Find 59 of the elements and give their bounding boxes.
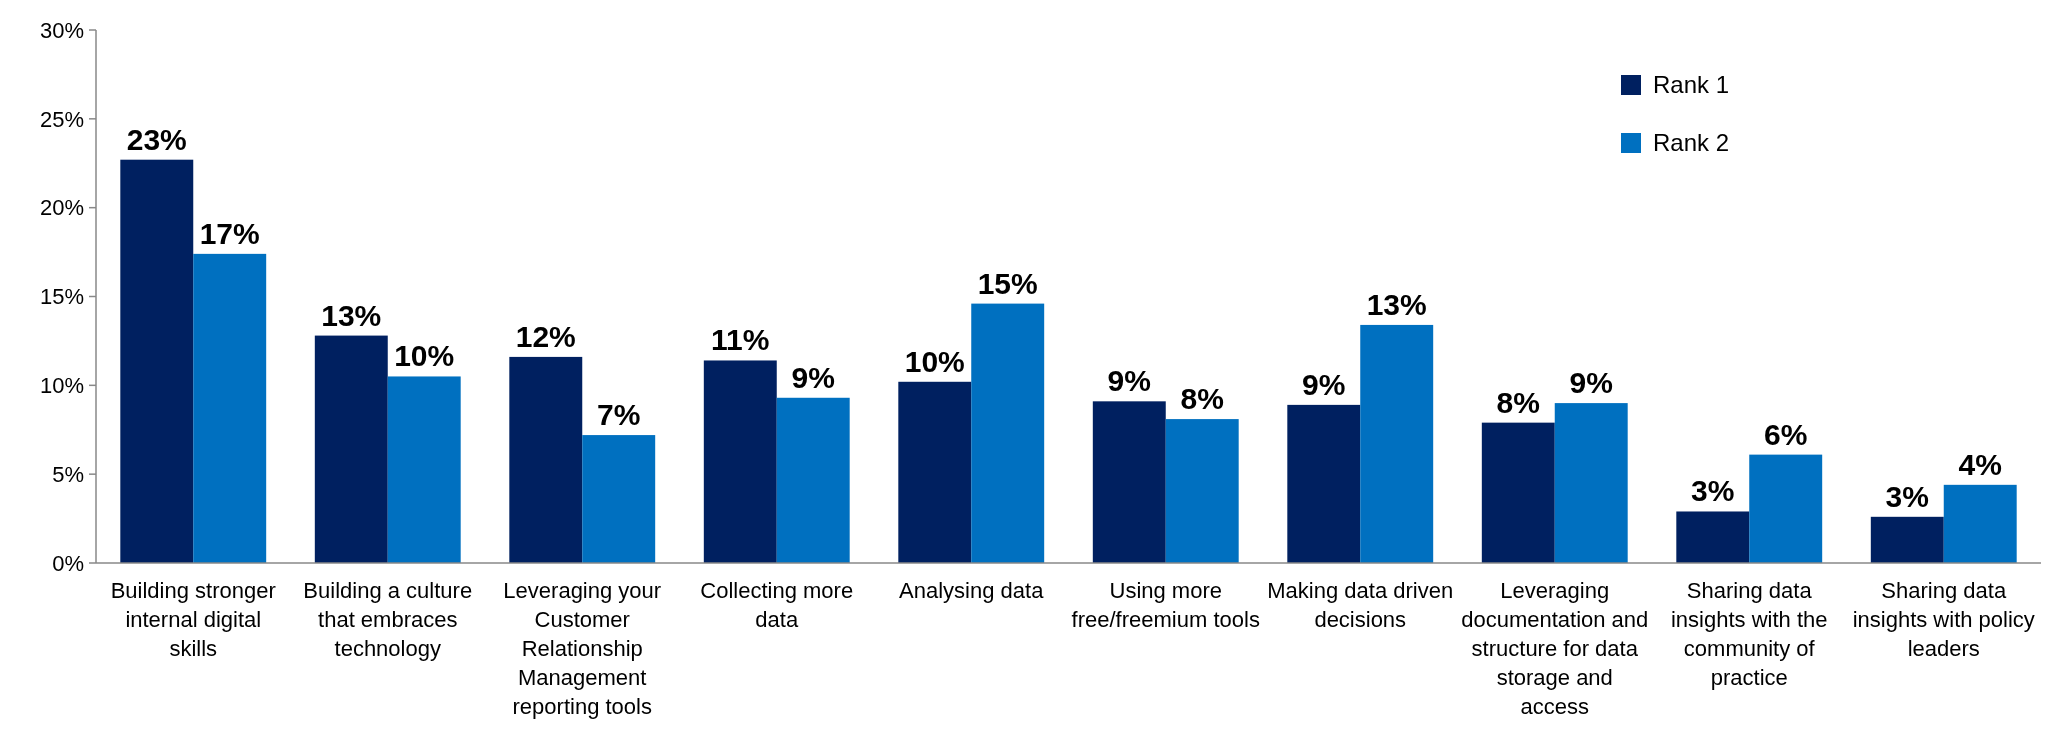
data-label: 23%: [126, 122, 187, 156]
bar: [1749, 454, 1823, 563]
y-tick-label: 25%: [39, 106, 84, 132]
legend-label: Rank 2: [1653, 129, 1730, 157]
bar: [898, 381, 972, 563]
x-tick-label: Analysing data: [899, 578, 1045, 603]
data-label: 15%: [977, 266, 1038, 300]
data-label: 10%: [904, 344, 965, 378]
bar: [703, 360, 777, 563]
y-tick-label: 5%: [52, 461, 84, 487]
legend-label: Rank 1: [1653, 71, 1730, 99]
y-tick-label: 30%: [39, 17, 84, 43]
bar: [120, 159, 194, 563]
bar: [509, 356, 583, 563]
y-tick-label: 0%: [52, 550, 84, 576]
data-label: 6%: [1764, 417, 1808, 451]
x-tick-label: Leveraging your Customer Relationship Management reporting tools: [503, 578, 662, 719]
x-tick-label: Sharing data insights with policy leaders: [1852, 578, 2035, 661]
data-label: 9%: [1302, 367, 1346, 401]
y-tick-label: 20%: [39, 195, 84, 221]
data-label: 8%: [1180, 382, 1224, 416]
x-tick-label: Collecting more data: [700, 578, 854, 632]
bar: [1554, 403, 1628, 563]
bar: [314, 335, 388, 563]
data-label: 10%: [394, 339, 455, 373]
data-label: 9%: [1107, 364, 1151, 398]
data-label: 11%: [711, 323, 770, 357]
bar: [776, 397, 850, 563]
x-tick-label: Building a culture that embraces technology: [303, 578, 473, 661]
x-tick-label: Using more free/freemium tools: [1071, 578, 1260, 632]
bar: [1360, 324, 1434, 563]
data-label: 13%: [1366, 287, 1427, 321]
x-tick-label: Building stronger internal digital skills: [110, 578, 276, 661]
bar: [1870, 516, 1944, 563]
data-label: 7%: [597, 398, 641, 432]
data-label: 13%: [321, 298, 382, 332]
data-label: 3%: [1691, 474, 1735, 508]
x-tick-label: Making data driven decisions: [1267, 578, 1454, 632]
bar: [1287, 404, 1361, 563]
x-tick-label: Sharing data insights with the community of practice: [1670, 578, 1828, 690]
bar: [1943, 484, 2017, 563]
bar: [971, 303, 1045, 563]
data-label: 17%: [199, 216, 260, 250]
data-label: 3%: [1885, 479, 1929, 513]
data-label: 12%: [515, 319, 576, 353]
data-label: 9%: [791, 360, 835, 394]
data-label: 9%: [1569, 366, 1613, 400]
bar: [1165, 419, 1239, 563]
bar: [193, 253, 267, 563]
data-label: 8%: [1496, 385, 1540, 419]
bar: [1676, 511, 1750, 563]
bar: [387, 376, 461, 563]
data-label: 4%: [1958, 447, 2002, 481]
x-tick-label: Leveraging documentation and structure for data storage and access: [1461, 578, 1649, 719]
y-tick-label: 15%: [39, 284, 84, 310]
bar: [1092, 401, 1166, 563]
bar: [582, 435, 656, 563]
bar: [1481, 422, 1555, 563]
y-tick-label: 10%: [39, 373, 84, 399]
